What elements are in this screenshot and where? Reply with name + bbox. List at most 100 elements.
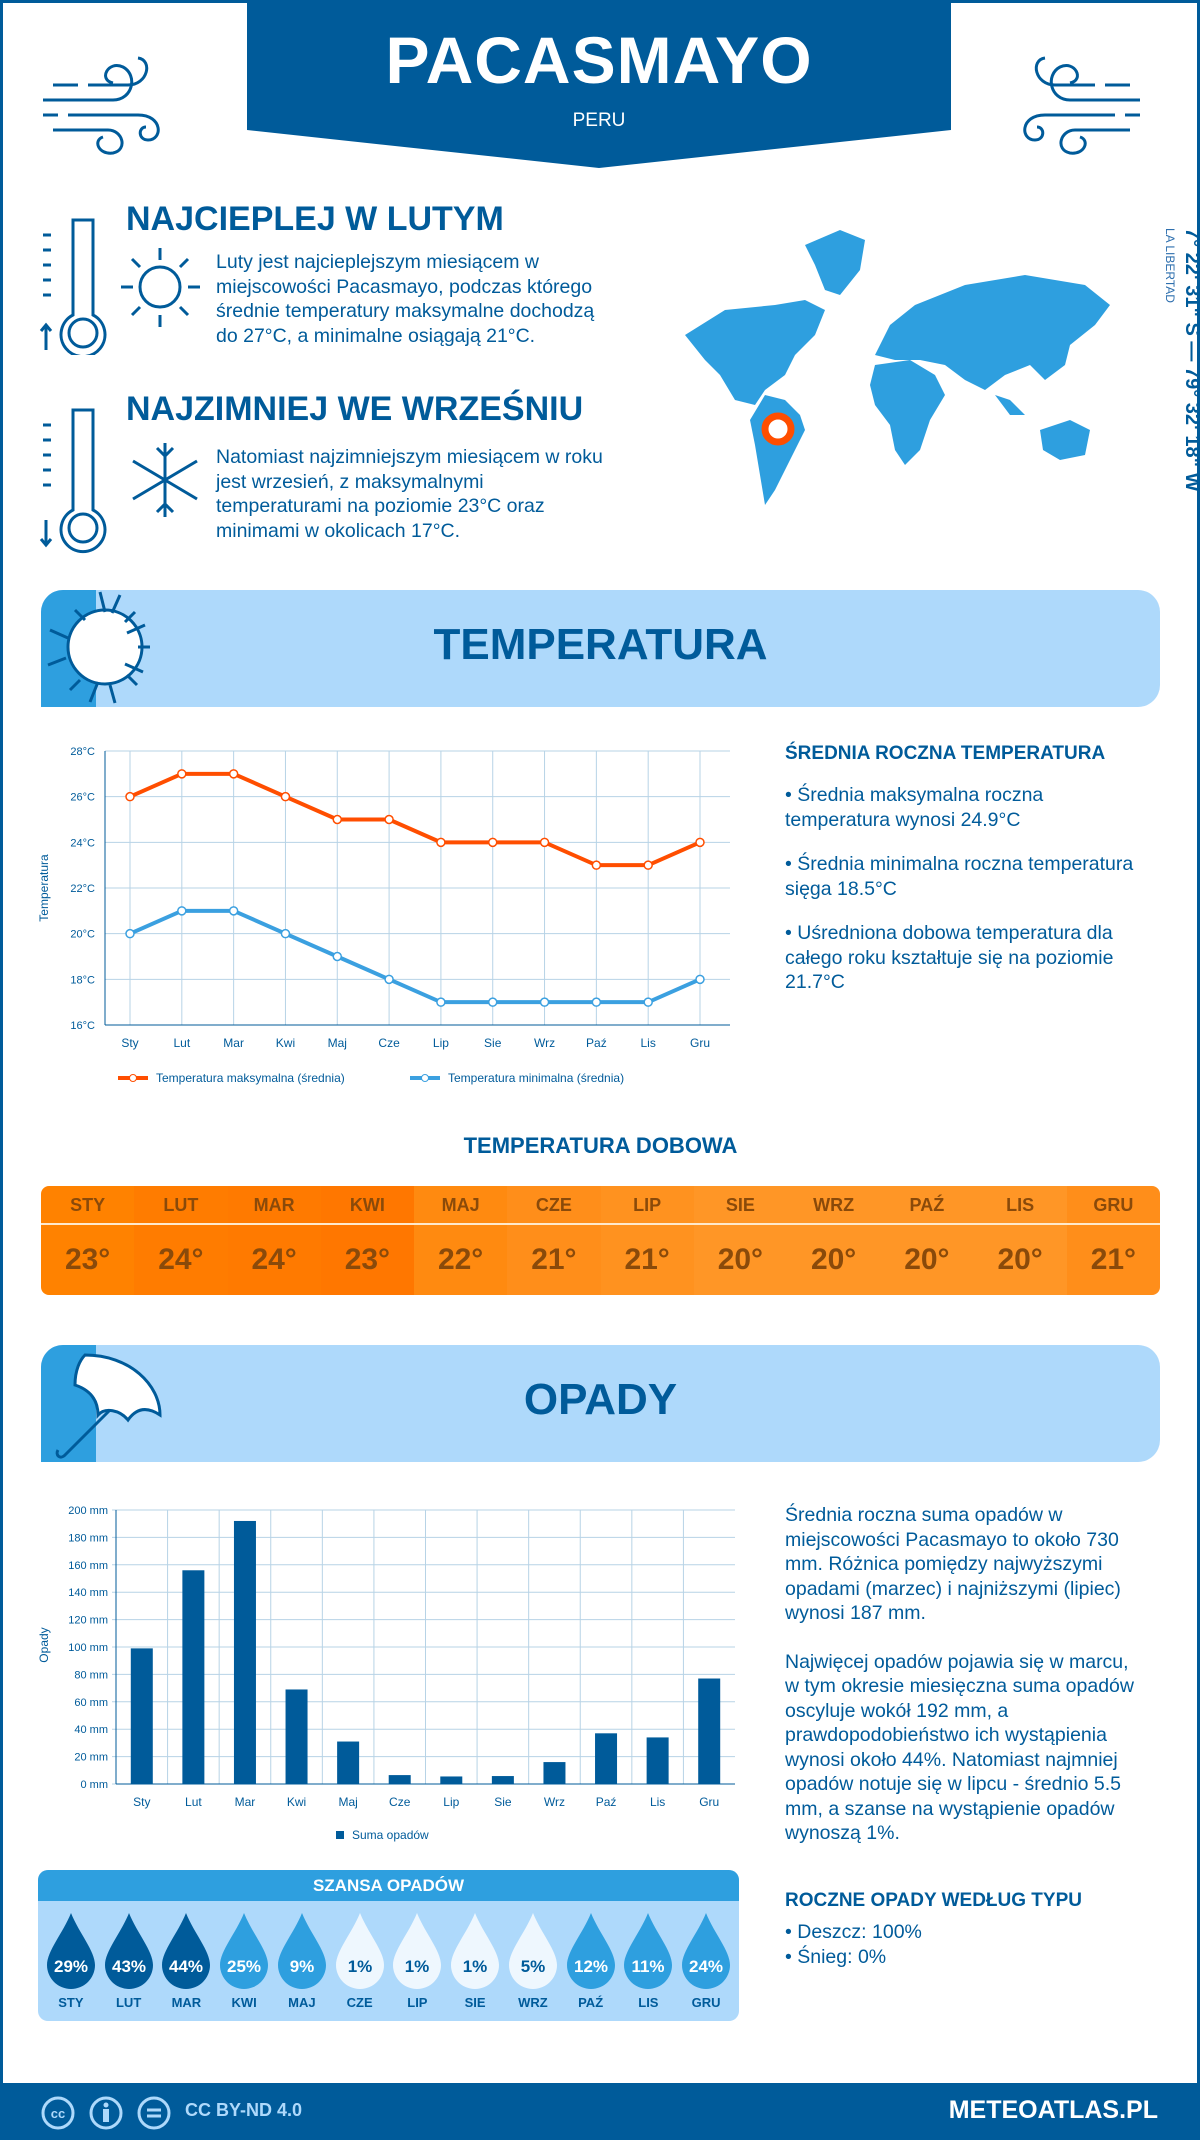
y-axis-title: Temperatura (37, 854, 51, 922)
x-tick-label: Lip (443, 1795, 459, 1809)
x-tick-label: Lut (185, 1795, 202, 1809)
footer: cc CC BY-ND 4.0 METEOATLAS.PL (0, 2083, 1200, 2140)
raindrop-icon: 29% (46, 1913, 95, 1989)
city-title: PACASMAYO (385, 23, 813, 97)
chance-title: SZANSA OPADÓW (38, 1870, 739, 1901)
chance-month: WRZ (518, 1995, 548, 2010)
chance-value: 25% (227, 1957, 261, 1976)
y-tick-label: 140 mm (68, 1587, 108, 1599)
chance-month: SIE (464, 1995, 486, 2010)
chance-value: 44% (169, 1957, 203, 1976)
precipitation-title: OPADY (523, 1375, 678, 1424)
precip-type-title: ROCZNE OPADY WEDŁUG TYPU (785, 1890, 1082, 1911)
bar (233, 1520, 256, 1784)
chance-value: 1% (463, 1957, 488, 1976)
site-link[interactable]: METEOATLAS.PL (948, 2096, 1158, 2124)
y-tick-label: 22°C (70, 883, 95, 895)
daily-value: 24° (251, 1243, 297, 1276)
x-tick-label: Gru (690, 1036, 710, 1050)
precip-text-line: wynosi 187 mm. (785, 1602, 926, 1624)
bar (543, 1762, 566, 1784)
chance-value: 11% (632, 1957, 665, 1976)
legend-swatch (336, 1831, 344, 1839)
y-tick-label: 120 mm (68, 1615, 108, 1627)
y-tick-label: 16°C (70, 1020, 95, 1032)
summary-line: • Średnia maksymalna roczna (785, 784, 1044, 806)
chance-drop: 43% LUT (100, 1901, 158, 2010)
chance-drop: 25% KWI (215, 1901, 273, 2010)
chance-month: LIS (638, 1995, 659, 2010)
data-point (436, 837, 446, 848)
chance-month: GRU (691, 1995, 721, 2010)
chance-drop: 12% PAŹ (562, 1901, 620, 2010)
precip-text-line: Średnia roczna suma opadów w (785, 1504, 1063, 1526)
chance-value: 12% (574, 1957, 608, 1976)
data-point (177, 906, 187, 916)
x-tick-label: Sty (133, 1795, 150, 1809)
precip-text-line: miejscowości Pacasmayo to około 730 (785, 1528, 1119, 1551)
daily-temp-cell: LIS 20° (973, 1186, 1067, 1295)
legend-marker (129, 1074, 137, 1082)
daily-value: 21° (1090, 1243, 1137, 1276)
chance-month: PAŹ (578, 1995, 604, 2010)
x-tick-label: Lip (433, 1036, 449, 1050)
data-point (125, 791, 135, 802)
chance-month: MAR (171, 1995, 202, 2010)
x-tick-label: Kwi (287, 1795, 306, 1809)
daily-month: PAŹ (880, 1186, 974, 1225)
daily-temp-cell: LUT 24° (134, 1186, 228, 1295)
daily-month: LIS (973, 1186, 1067, 1225)
daily-value: 20° (904, 1243, 950, 1276)
daily-month: WRZ (787, 1186, 881, 1225)
x-tick-label: Sie (494, 1795, 512, 1809)
daily-temp-cell: SIE 20° (693, 1186, 787, 1295)
data-point (125, 928, 135, 939)
world-map (685, 230, 1110, 505)
raindrop-icon: 43% (104, 1913, 153, 1989)
precip-text-line: prawdopodobieństwo ich wystąpienia (785, 1724, 1107, 1746)
y-tick-label: 28°C (70, 746, 95, 758)
precip-text-line: Najwięcej opadów pojawia się w marcu, (785, 1650, 1129, 1673)
x-tick-label: Gru (699, 1795, 719, 1809)
y-tick-label: 24°C (70, 837, 95, 849)
raindrop-icon: 1% (335, 1913, 384, 1989)
raindrop-icon: 24% (682, 1913, 731, 1989)
coldest-title: NAJZIMNIEJ WE WRZEŚNIU (126, 390, 584, 428)
daily-value: 20° (810, 1243, 857, 1276)
x-tick-label: Lis (650, 1795, 665, 1809)
chance-month: CZE (346, 1995, 373, 2010)
daily-value: 20° (997, 1243, 1043, 1276)
daily-value: 21° (531, 1243, 577, 1276)
chance-value: 9% (290, 1957, 315, 1976)
data-point (643, 860, 653, 870)
chance-drop: 1% SIE (446, 1901, 504, 2010)
data-point (539, 837, 550, 848)
daily-temp-cell: MAJ 22° (414, 1186, 508, 1295)
chance-drop: 1% LIP (389, 1901, 447, 2010)
bar (130, 1648, 153, 1784)
chance-drop: 5% WRZ (504, 1901, 562, 2010)
y-tick-label: 180 mm (68, 1532, 108, 1544)
coldest-text-line: temperaturami na poziomie 23°C oraz (216, 495, 545, 517)
y-tick-label: 200 mm (68, 1505, 108, 1517)
daily-month: MAJ (414, 1186, 508, 1225)
raindrop-icon: 5% (508, 1913, 557, 1989)
bar (698, 1678, 721, 1784)
chance-drop: 29% STY (42, 1901, 100, 2010)
country-label: PERU (572, 110, 626, 131)
precipitation-chance-panel: SZANSA OPADÓW 29% STY 43% LUT 44% MAR 25% KWI 9%… (38, 1870, 739, 2021)
coordinates: 7° 22' 31" S — 79° 32' 18" W (1181, 228, 1200, 492)
data-point (643, 997, 653, 1007)
cc-license-icons: cc (41, 2096, 171, 2130)
daily-month: STY (41, 1186, 135, 1225)
snowflake-icon (132, 443, 198, 517)
y-tick-label: 0 mm (81, 1779, 109, 1791)
x-tick-label: Wrz (534, 1036, 555, 1050)
data-point (539, 997, 550, 1007)
y-tick-label: 160 mm (68, 1560, 108, 1572)
daily-temp-cell: STY 23° (41, 1186, 135, 1295)
umbrella-icon (55, 1353, 162, 1459)
chance-month: LUT (115, 1995, 142, 2010)
coldest-text-line: Natomiast najzimniejszym miesiącem w rok… (216, 446, 603, 468)
bar (491, 1776, 514, 1784)
